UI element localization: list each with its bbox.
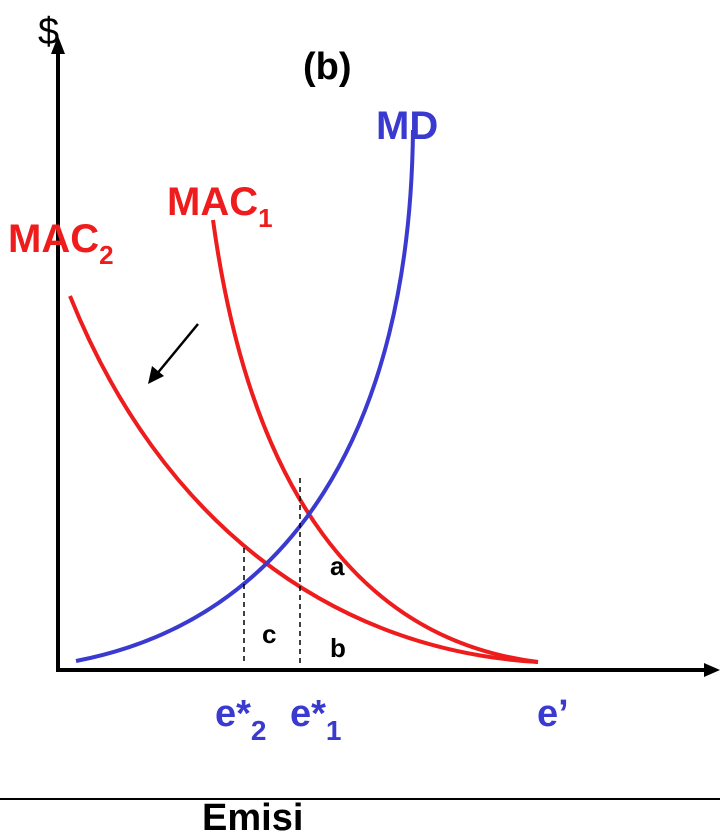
e2-tick-label: e*2 (215, 693, 267, 746)
y-axis-arrowhead (51, 36, 65, 54)
region-b-label: b (330, 633, 346, 663)
mac1-curve (211, 219, 539, 664)
md-label: MD (376, 104, 438, 148)
mac2-subscript: 2 (99, 240, 113, 270)
mac1-subscript: 1 (258, 203, 272, 233)
x-axis-label: Emisi (202, 797, 303, 832)
region-a-label: a (330, 551, 345, 581)
y-axis-label: $ (38, 11, 59, 53)
x-axis-arrowhead (704, 663, 720, 677)
mac1-label: MAC1 (167, 180, 273, 233)
figure-label: (b) (303, 46, 352, 88)
shift-arrow-head (148, 366, 164, 384)
e1-subscript: 1 (326, 715, 342, 746)
md-curve (75, 129, 415, 663)
shift-arrow-line (155, 323, 199, 376)
eprime-tick-label: e’ (537, 693, 569, 735)
e1-tick-label: e*1 (290, 693, 342, 746)
mac2-curve (68, 295, 539, 664)
mac2-label: MAC2 (8, 217, 114, 270)
e2-subscript: 2 (251, 715, 267, 746)
region-c-label: c (262, 619, 276, 649)
